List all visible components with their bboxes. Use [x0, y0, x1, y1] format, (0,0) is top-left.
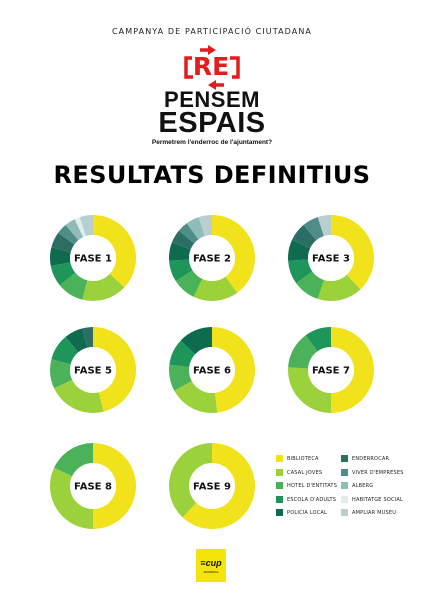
donut-slice-7-2 — [50, 467, 93, 529]
donut-slice-6-1 — [331, 327, 374, 413]
donut-slice-2-10 — [198, 215, 212, 237]
donut-slice-3-6 — [292, 224, 317, 249]
donut-slice-2-8 — [186, 217, 205, 240]
donut-slice-3-5 — [288, 239, 311, 261]
donut-slice-3-3 — [296, 271, 324, 299]
donut-slice-4-3 — [50, 359, 73, 389]
donut-slice-4-2 — [54, 379, 104, 413]
legend-label: BIBLIOTECA — [287, 456, 319, 462]
legend-label: ENDERROCAR — [352, 456, 390, 462]
donut-hole — [70, 463, 116, 509]
legend-swatch — [341, 468, 348, 476]
legend-swatch — [276, 509, 283, 516]
donut-slice-1-6 — [51, 232, 75, 253]
donut-slice-5-4 — [169, 340, 196, 368]
donut-slice-3-1 — [331, 215, 374, 290]
donut-slice-3-4 — [288, 259, 313, 284]
donut-slice-8-1 — [182, 443, 255, 529]
legend-label: ESCOLA D'ADULTS — [287, 496, 337, 503]
donut-label: FASE 1 — [74, 254, 112, 265]
logo-tagline: Permetrem l'enderroc de l'ajuntament? — [151, 139, 273, 146]
donut-hole — [70, 347, 116, 393]
donut-slice-4-4 — [51, 336, 79, 365]
donut-slice-1-8 — [65, 219, 84, 241]
cup-badge: ≡cup MANRESA — [196, 549, 226, 582]
donut-hole — [189, 347, 235, 393]
donut-slice-1-7 — [58, 224, 79, 245]
donut-slice-1-4 — [50, 262, 76, 286]
logo-mark: RE — [192, 52, 230, 81]
donut-hole — [189, 235, 235, 281]
donut-slice-6-2 — [287, 367, 331, 413]
donut-slice-4-5 — [65, 328, 88, 353]
donut-slice-3-7 — [303, 217, 324, 241]
legend-swatch — [341, 455, 348, 462]
donut-slice-2-2 — [193, 276, 238, 301]
donut-slice-2-1 — [212, 215, 255, 293]
donut-slice-5-5 — [180, 327, 212, 355]
badge-logo-text: ≡cup — [200, 558, 222, 568]
donut-slice-2-7 — [178, 223, 199, 244]
donut-slice-2-5 — [169, 242, 191, 261]
donut-slice-5-2 — [174, 381, 218, 413]
donut-slice-7-1 — [93, 443, 136, 529]
donut-slice-4-1 — [93, 326, 137, 412]
page-title: RESULTATS DEFINITIUS — [53, 161, 371, 189]
legend-swatch — [276, 455, 283, 462]
donut-slice-5-1 — [212, 327, 255, 413]
recycle-arrows-icon — [184, 45, 240, 90]
donut-hole — [189, 463, 235, 509]
donut-label: FASE 3 — [312, 254, 350, 265]
donut-slice-6-4 — [305, 327, 331, 352]
donut-slice-1-3 — [59, 272, 88, 300]
legend-swatch — [341, 495, 348, 503]
donut-slice-5-3 — [169, 364, 192, 391]
donut-slice-1-1 — [93, 215, 136, 288]
donut-slice-1-10 — [79, 215, 93, 237]
donut-slice-1-5 — [50, 247, 71, 267]
donut-slice-6-3 — [288, 335, 318, 369]
donut-slice-2-4 — [169, 259, 193, 282]
badge-subtitle: MANRESA — [203, 570, 219, 574]
donut-slice-4-6 — [82, 327, 93, 348]
donut-slice-2-6 — [172, 230, 195, 250]
donut-slice-3-2 — [317, 274, 361, 301]
donut-slice-8-2 — [168, 443, 212, 518]
legend-label: VIVER D'EMPRESES — [352, 469, 404, 476]
donut-slice-1-2 — [82, 273, 125, 301]
donut-label: FASE 7 — [312, 366, 350, 377]
legend-label: POLICIA LOCAL — [287, 510, 328, 516]
donut-label: FASE 2 — [193, 254, 231, 265]
donut-label: FASE 8 — [74, 482, 112, 493]
legend-swatch — [276, 495, 283, 503]
donut-slice-1-9 — [74, 217, 86, 238]
campaign-title: CAMPANYA DE PARTICIPACIÓ CIUTADANA — [111, 27, 313, 36]
donut-label: FASE 9 — [193, 482, 231, 493]
logo-line-2: ESPAIS — [158, 107, 266, 139]
legend-swatch — [341, 509, 348, 516]
donut-label: FASE 6 — [193, 366, 231, 377]
legend-swatch — [341, 482, 348, 489]
legend-label: CASAL JOVES — [287, 469, 323, 476]
legend-label: HOTEL D'ENTITATS — [287, 483, 338, 489]
donut-slice-7-3 — [54, 443, 93, 477]
donut-hole — [70, 235, 116, 281]
legend-label: HABITATGE SOCIAL — [352, 496, 403, 503]
donut-label: FASE 5 — [74, 366, 112, 377]
legend-swatch — [276, 468, 283, 476]
donut-hole — [308, 347, 354, 393]
donut-hole — [308, 235, 354, 281]
donut-slice-3-10 — [317, 215, 331, 237]
legend-swatch — [276, 482, 283, 489]
legend-label: AMPLIAR MUSEU — [352, 510, 397, 516]
legend-label: ALBERG — [352, 483, 374, 489]
logo-line-1: PENSEM — [164, 87, 260, 112]
donut-slice-2-3 — [175, 270, 203, 297]
campaign-logo: RE PENSEM ESPAIS Permetrem l'enderroc de… — [0, 0, 424, 160]
